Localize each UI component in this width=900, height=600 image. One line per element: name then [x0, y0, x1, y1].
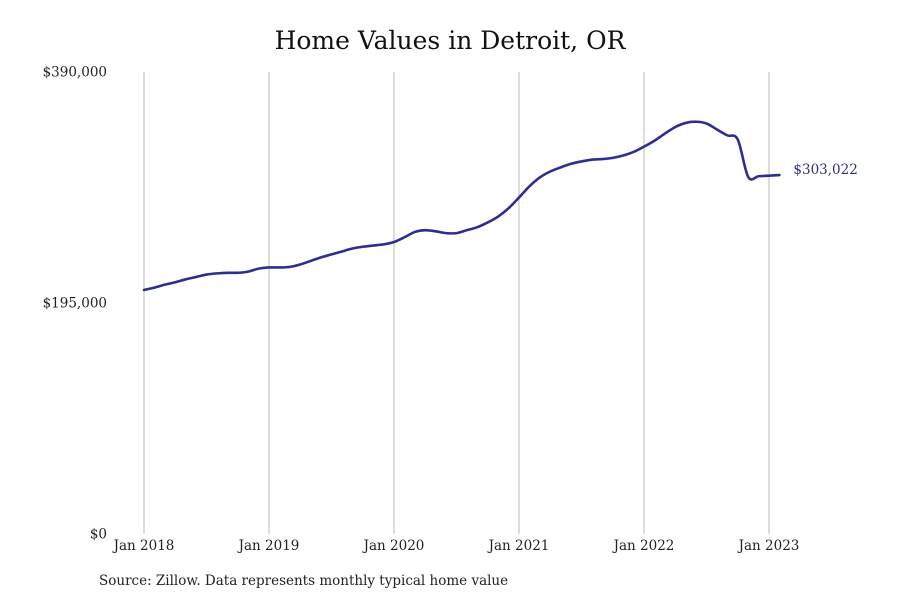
x-tick-label: Jan 2022 [612, 538, 675, 554]
end-value-label-group: $303,022 [793, 162, 857, 178]
x-tick-label: Jan 2019 [237, 538, 300, 554]
y-axis-ticks: $0 $195,000 $390,000 [43, 65, 107, 543]
gridlines [143, 72, 770, 534]
x-tick-label: Jan 2021 [487, 538, 550, 554]
end-value-label: $303,022 [793, 162, 857, 178]
x-tick-label: Jan 2020 [362, 538, 425, 554]
y-tick-label: $390,000 [43, 65, 107, 81]
series-layer [142, 120, 781, 292]
y-tick-label: $0 [90, 527, 107, 543]
x-axis-ticks: Jan 2018 Jan 2019 Jan 2020 Jan 2021 Jan 2022… [112, 538, 800, 554]
source-note: Source: Zillow. Data represents monthly … [99, 573, 509, 589]
series-line-0 [142, 120, 781, 292]
y-tick-label: $195,000 [43, 296, 107, 312]
x-tick-label: Jan 2018 [112, 538, 175, 554]
chart-title: Home Values in Detroit, OR [274, 26, 626, 55]
x-tick-label: Jan 2023 [737, 538, 800, 554]
